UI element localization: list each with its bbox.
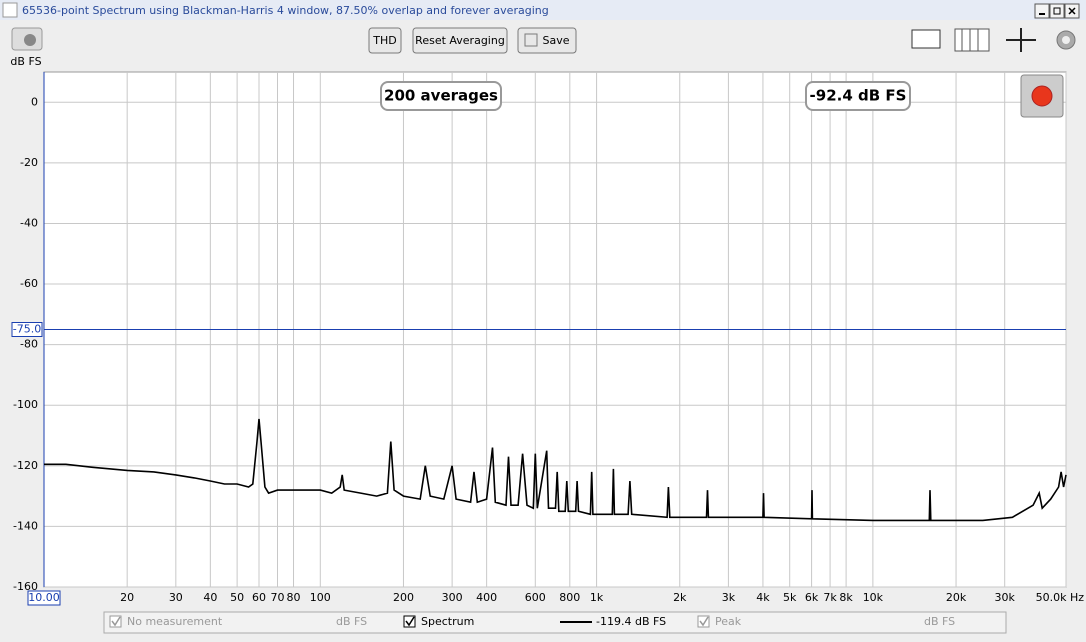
legend: No measurement dB FS Spectrum -119.4 dB FS P…	[109, 615, 955, 628]
legend-reading: dB FS	[924, 615, 955, 628]
window-controls[interactable]	[1034, 3, 1080, 19]
x-tick-label: 3k	[722, 591, 736, 604]
record-button[interactable]	[1020, 74, 1064, 118]
x-readout-box	[27, 590, 61, 606]
x-tick-label: 20	[120, 591, 134, 604]
y-tick-label: -100	[13, 398, 38, 411]
x-tick-label: 6k	[805, 591, 819, 604]
thd-button[interactable]: THD	[368, 27, 402, 54]
x-tick-label: 1k	[590, 591, 604, 604]
annotation: -92.4 dB FS	[810, 87, 907, 105]
x-tick-label: 200	[393, 591, 414, 604]
x-tick-label: 50	[230, 591, 244, 604]
x-tick-label: 2k	[673, 591, 687, 604]
legend-name: Peak	[715, 615, 742, 628]
x-tick-label: 7k	[823, 591, 837, 604]
y-tick-label: -120	[13, 459, 38, 472]
view-controls[interactable]	[911, 28, 1076, 52]
x-tick-label: 4k	[756, 591, 770, 604]
spectrum-line	[44, 418, 1067, 522]
minimize[interactable]	[1034, 3, 1050, 19]
y-tick-label: -40	[20, 216, 38, 229]
legend-name: No measurement	[127, 615, 223, 628]
x-tick-label: 30	[169, 591, 183, 604]
annotation-box	[805, 81, 911, 111]
y-tick-label: -80	[20, 338, 38, 351]
x-tick-label: 60	[252, 591, 266, 604]
checkbox[interactable]	[697, 615, 710, 628]
x-tick-label: 70	[270, 591, 284, 604]
x-tick-label: 600	[525, 591, 546, 604]
button-label: THD	[372, 34, 396, 47]
legend-reading: -119.4 dB FS	[596, 615, 666, 628]
x-tick-label: 30k	[995, 591, 1016, 604]
annotation-box	[380, 81, 502, 111]
x-tick-label: 5k	[783, 591, 797, 604]
x-tick-label: 10k	[863, 591, 884, 604]
y-tick-label: -60	[20, 277, 38, 290]
legend-name: Spectrum	[421, 615, 474, 628]
maximize[interactable]	[1049, 3, 1065, 19]
legend-reading: dB FS	[336, 615, 367, 628]
y-tick-label: -160	[13, 580, 38, 593]
y-tick-label: 0	[31, 95, 38, 108]
button-label: Save	[542, 34, 569, 47]
x-tick-label: 8k	[839, 591, 853, 604]
x-tick-label: 20k	[946, 591, 967, 604]
reset-button[interactable]: Reset Averaging	[412, 27, 508, 54]
x-tick-label: 80	[287, 591, 301, 604]
check	[699, 616, 709, 627]
y-cursor-label: -75.0	[13, 323, 41, 336]
y-axis-label: dB FS	[10, 55, 41, 68]
checkbox[interactable]	[109, 615, 122, 628]
x-tick-label: 400	[476, 591, 497, 604]
x-tick-label: 10.00	[28, 591, 60, 604]
button-label: Reset Averaging	[415, 34, 505, 47]
window-title: 65536-point Spectrum using Blackman-Harr…	[22, 4, 549, 17]
check	[405, 616, 415, 627]
x-tick-label: 40	[203, 591, 217, 604]
checkbox[interactable]	[403, 615, 416, 628]
camera-button[interactable]	[11, 27, 43, 51]
y-tick-label: -20	[20, 156, 38, 169]
legend-bar	[103, 611, 1007, 634]
x-tick-label: 100	[310, 591, 331, 604]
check	[111, 616, 121, 627]
x-tick-label: 50.0k Hz	[1036, 591, 1085, 604]
save-button[interactable]: Save	[517, 27, 577, 54]
x-tick-label: 300	[442, 591, 463, 604]
title-bar	[0, 0, 1086, 20]
y-tick-label: -140	[13, 519, 38, 532]
x-tick-label: 800	[559, 591, 580, 604]
annotation: 200 averages	[384, 87, 498, 105]
y-readout-box	[11, 322, 43, 337]
app-icon	[2, 2, 18, 18]
